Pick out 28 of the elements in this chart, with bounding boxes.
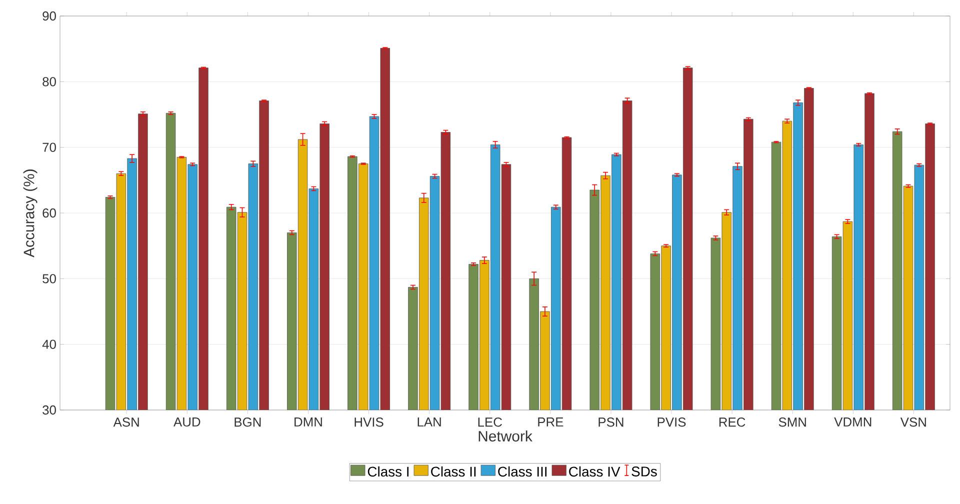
x-axis-title: Network [478,430,532,442]
x-tick-label: REC [719,418,746,427]
x-tick-label: PVIS [658,418,686,427]
y-tick-label: 40 [42,340,56,349]
x-tick-label: LAN [418,418,441,426]
legend-label: Class IV [569,466,620,477]
y-tick-label: 50 [42,274,56,284]
y-tick-label: 30 [42,405,56,415]
y-tick-label: 80 [42,77,56,86]
x-tick-label: AUD [174,418,200,427]
x-tick-label: BGN [234,418,261,427]
y-tick-label: 90 [42,11,56,21]
x-tick-label: PRE [538,418,564,426]
x-tick-label: LEC [478,418,502,427]
x-tick-label: DMN [294,418,322,426]
y-axis-title: Accuracy (%) [23,170,38,258]
y-tick-label: 60 [42,208,56,218]
x-tick-label: VDMN [834,418,872,426]
y-tick-label: 70 [42,142,56,152]
x-tick-label: PSN [598,418,624,427]
x-tick-label: HVIS [354,418,384,427]
legend-label: Class III [498,466,547,477]
x-tick-label: SMN [778,418,806,427]
legend-label: Class I [368,466,409,477]
x-tick-label: VSN [900,418,926,427]
legend-label: Class II [431,466,476,477]
text: SDs [632,466,657,476]
x-tick-label: ASN [113,418,139,427]
